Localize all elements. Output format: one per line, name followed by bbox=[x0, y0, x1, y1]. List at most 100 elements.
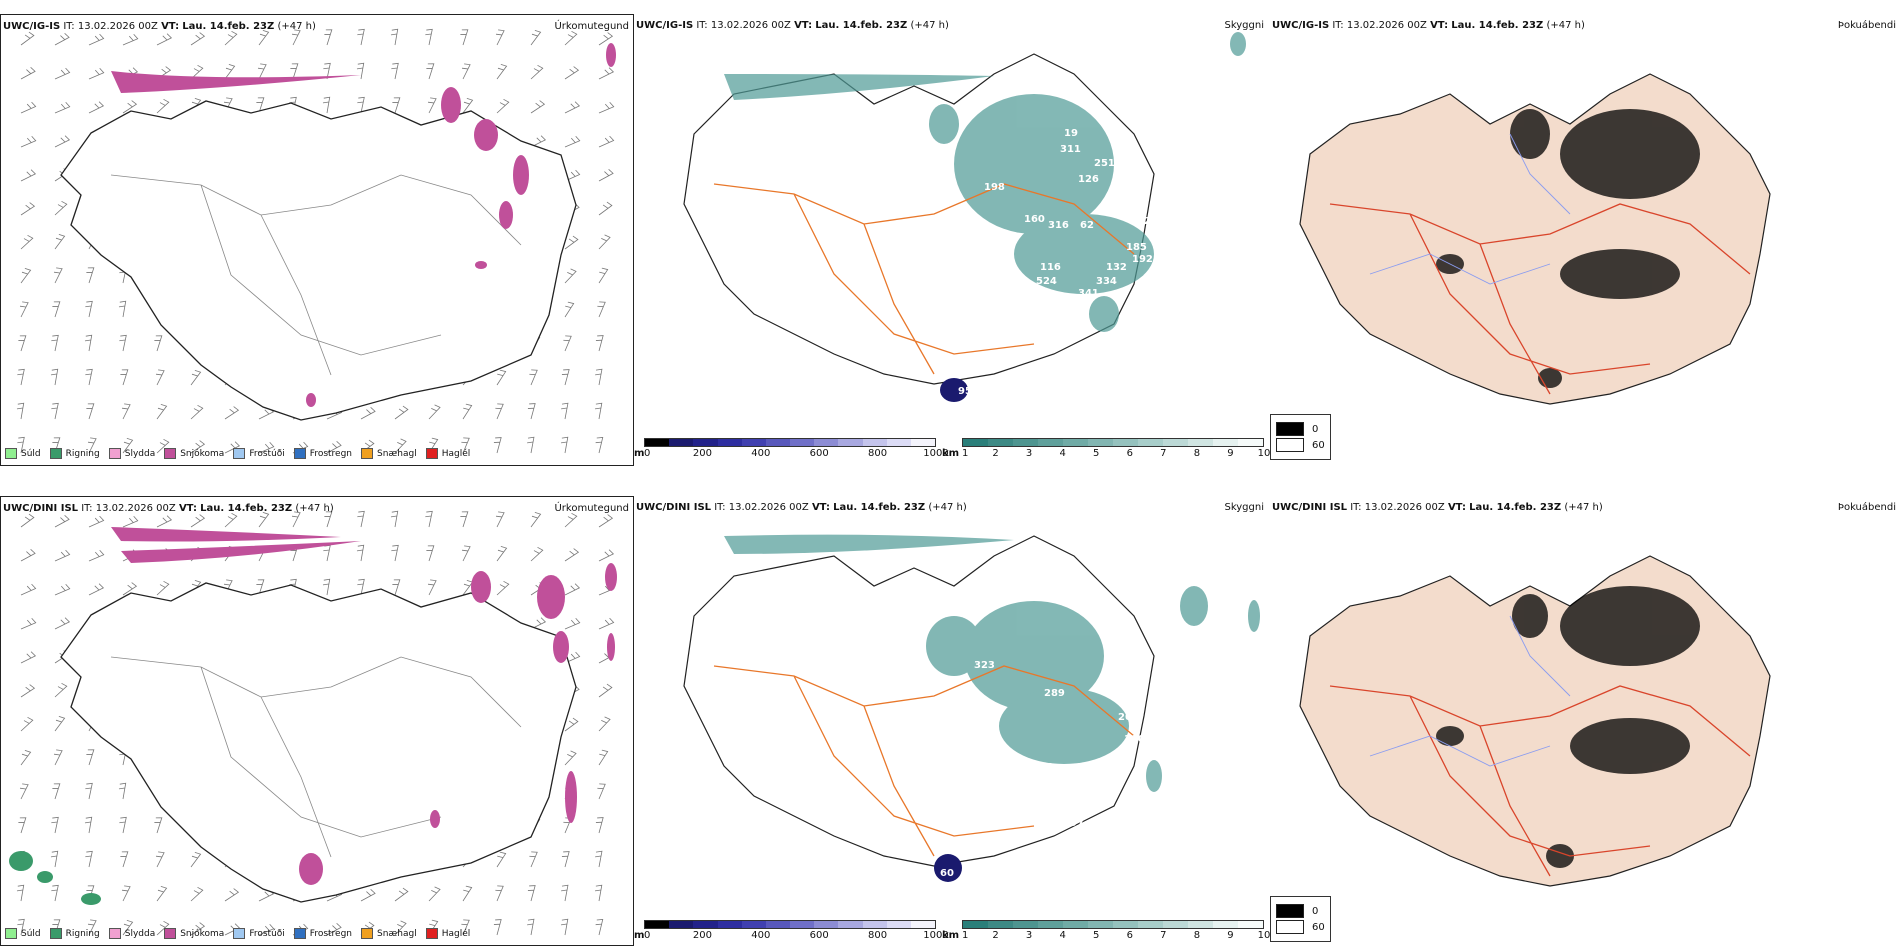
wind-barb bbox=[54, 233, 66, 250]
wind-barb bbox=[155, 851, 165, 868]
road-lines bbox=[110, 656, 522, 858]
cover-swatch bbox=[1276, 422, 1304, 436]
wind-barb bbox=[53, 267, 63, 284]
wind-barb bbox=[224, 406, 240, 420]
cloud-top-unit: km bbox=[942, 448, 960, 459]
colorbar-step bbox=[669, 439, 694, 446]
wind-barb bbox=[425, 28, 433, 46]
wind-barb bbox=[156, 885, 168, 902]
wind-barb bbox=[86, 267, 95, 284]
wind-barb bbox=[527, 885, 536, 902]
colorbar-tick: 400 bbox=[751, 930, 771, 941]
colorbar-step bbox=[1088, 439, 1113, 446]
wind-barb bbox=[460, 29, 469, 46]
legend-item: Snæhagl bbox=[361, 928, 417, 939]
wind-barb bbox=[530, 100, 546, 114]
legend-swatch bbox=[49, 448, 62, 459]
colorbar-step bbox=[1113, 439, 1138, 446]
wind-barb bbox=[391, 62, 399, 80]
colorbar-step bbox=[1138, 439, 1163, 446]
colorbar-tick: 1000 bbox=[923, 930, 949, 941]
wind-barb bbox=[20, 202, 36, 216]
wind-barb bbox=[190, 369, 202, 386]
colorbar-tick: 0 bbox=[644, 448, 651, 459]
wind-barb bbox=[256, 97, 265, 114]
legend-label: Snjókoma bbox=[180, 448, 225, 459]
colorbar-step bbox=[741, 921, 766, 928]
wind-barb bbox=[118, 300, 127, 318]
wind-barb bbox=[156, 580, 170, 596]
precip-type-map-row1 bbox=[16, 28, 616, 454]
legend-swatch bbox=[361, 928, 374, 939]
cover-legend-row: 60 bbox=[1276, 920, 1325, 934]
colorbar-step bbox=[693, 921, 718, 928]
wind-barb bbox=[495, 511, 505, 528]
colorbar-tick: 200 bbox=[692, 930, 712, 941]
wind-barb bbox=[224, 888, 240, 902]
panel-title: Skyggni bbox=[1224, 502, 1264, 513]
wind-barb bbox=[156, 98, 170, 114]
cloud-height-label: 132 bbox=[1106, 262, 1127, 273]
colorbar-tick: 5 bbox=[1093, 448, 1100, 459]
wind-barb bbox=[428, 404, 441, 420]
precip-type-panel-row2: UWC/DINI ISL IT: 13.02.2026 00Z VT: Lau.… bbox=[0, 496, 634, 946]
colorbar-step bbox=[1163, 921, 1188, 928]
wind-barb bbox=[598, 617, 615, 630]
wind-barb bbox=[88, 67, 105, 80]
wind-barb bbox=[52, 783, 61, 800]
wind-barb bbox=[54, 715, 66, 732]
colorbar-step bbox=[1188, 921, 1213, 928]
cloud-panel-row2: 77 323 289 202 180 216 594 424 429 97 60 UWC/DINI … bbox=[634, 496, 1268, 944]
wind-barb bbox=[20, 583, 37, 596]
wind-barb bbox=[54, 200, 68, 216]
colorbar-step bbox=[1088, 921, 1113, 928]
colorbar-tick: 4 bbox=[1059, 930, 1066, 941]
cloud-base-unit: m bbox=[634, 448, 645, 459]
cloud-panel-row1: 19 311 251 492 198 126 160 316 200 62 185 245 132 192… bbox=[634, 14, 1268, 464]
colorbar-step bbox=[1038, 439, 1063, 446]
road-lines bbox=[713, 665, 1135, 857]
cloud-height-label: 334 bbox=[1096, 276, 1117, 287]
wind-barb bbox=[462, 97, 474, 114]
legend-item: Haglél bbox=[425, 928, 470, 939]
wind-barb bbox=[322, 578, 331, 596]
legend-label: Frostregn bbox=[309, 928, 353, 939]
wind-barb bbox=[20, 135, 37, 148]
colorbar-tick: 9 bbox=[1227, 448, 1234, 459]
wind-barb bbox=[326, 441, 342, 454]
wind-barb bbox=[598, 267, 609, 284]
cover-panel-row1: UWC/IG-IS IT: 13.02.2026 00Z VT: Lau. 14… bbox=[1270, 14, 1900, 464]
legend-label: Rigning bbox=[65, 928, 100, 939]
fog-areas bbox=[1436, 109, 1700, 388]
wind-barb bbox=[594, 884, 603, 902]
legend-label: Slydda bbox=[124, 928, 156, 939]
colorbar-step bbox=[741, 439, 766, 446]
wind-barb bbox=[120, 851, 129, 868]
cloud-areas bbox=[724, 534, 1260, 792]
wind-barb bbox=[54, 67, 71, 80]
cloud-top-colorbar: 1 2 3 4 5 6 7 8 9 10 bbox=[962, 438, 1270, 459]
wind-barb bbox=[17, 918, 25, 936]
colorbar-tick: 800 bbox=[868, 930, 888, 941]
wind-barb bbox=[561, 369, 570, 386]
legend-item: Rigning bbox=[49, 928, 100, 939]
legend-label: Snjókoma bbox=[180, 928, 225, 939]
colorbar-tick: 4 bbox=[1059, 448, 1066, 459]
panel-title: Úrkomutegund bbox=[554, 21, 629, 32]
wind-barb bbox=[597, 783, 606, 800]
cloud-height-label: 126 bbox=[1078, 174, 1099, 185]
wind-barb bbox=[598, 135, 615, 148]
colorbar-step bbox=[862, 439, 887, 446]
wind-barb bbox=[493, 437, 502, 454]
wind-barb bbox=[495, 885, 504, 902]
colorbar-step bbox=[1238, 439, 1263, 446]
cloud-height-label: 160 bbox=[1024, 214, 1045, 225]
precip-type-map-row2 bbox=[9, 510, 617, 936]
wind-barb bbox=[594, 402, 603, 420]
wind-barb bbox=[461, 545, 471, 562]
wind-barb bbox=[322, 96, 331, 114]
colorbar-step bbox=[765, 921, 791, 928]
legend-swatch bbox=[5, 928, 17, 939]
wind-barb bbox=[394, 438, 407, 454]
